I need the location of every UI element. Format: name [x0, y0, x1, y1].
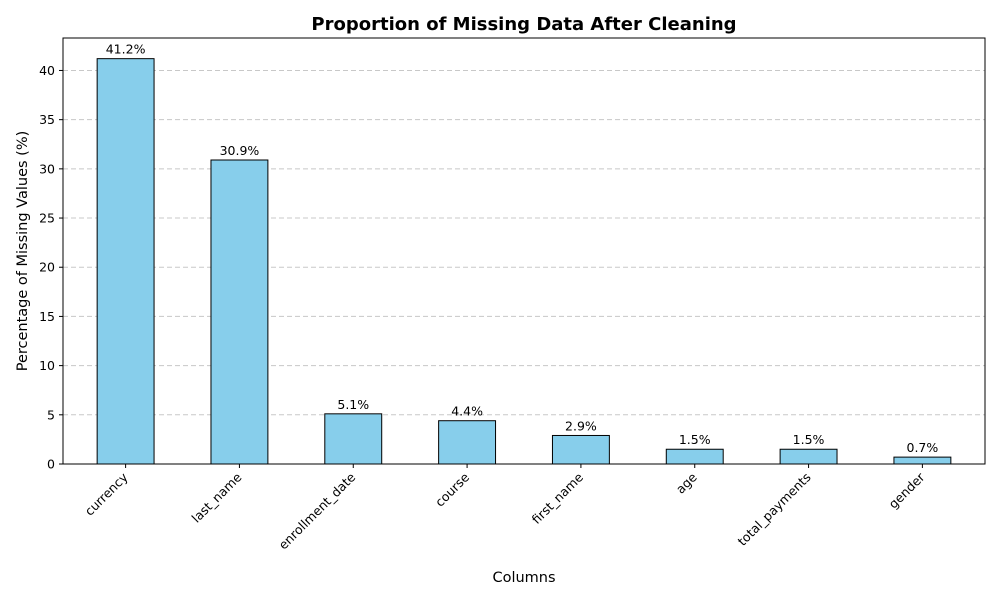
bar-total-payments [779, 448, 838, 465]
x-axis-label: Columns [492, 570, 555, 586]
x-tick-label-first-name: first_name [529, 469, 587, 527]
gridlines [63, 69, 985, 416]
bar-first-name [551, 434, 610, 465]
x-tick-label-total-payments: total_payments [734, 470, 813, 549]
data-labels: 41.2% 30.9% 5.1% 4.4% 2.9% 1.5% 1.5% 0.7% [106, 42, 939, 455]
y-tick-label: 5 [47, 407, 55, 422]
plot-frame [62, 37, 986, 465]
data-label-course: 4.4% [451, 404, 483, 419]
data-label-total-payments: 1.5% [793, 432, 825, 447]
data-label-currency: 41.2% [106, 42, 146, 57]
bar-age [665, 448, 724, 465]
x-tick-label-currency: currency [82, 469, 132, 519]
data-label-age: 1.5% [679, 432, 711, 447]
x-tick-label-last-name: last_name [189, 469, 245, 525]
bar-course [438, 420, 497, 465]
data-label-enrollment-date: 5.1% [337, 397, 369, 412]
data-label-gender: 0.7% [907, 440, 939, 455]
x-tick-label-age: age [673, 469, 700, 496]
y-tick-label: 0 [47, 457, 55, 472]
bar-gender [893, 456, 952, 465]
x-tick-label-gender: gender [886, 469, 929, 512]
bar-enrollment-date [324, 413, 383, 465]
y-tick-label: 15 [39, 309, 55, 324]
data-label-first-name: 2.9% [565, 418, 597, 433]
bar-currency [96, 58, 155, 465]
x-tick-label-course: course [432, 469, 472, 509]
x-axis: currency last_name enrollment_date course fi… [82, 464, 929, 552]
y-tick-label: 20 [39, 260, 55, 275]
y-tick-label: 25 [39, 211, 55, 226]
bars [96, 58, 952, 465]
x-tick-label-enrollment-date: enrollment_date [276, 469, 359, 552]
y-axis-label: Percentage of Missing Values (%) [15, 131, 31, 372]
y-tick-label: 10 [39, 358, 55, 373]
bar-last-name [210, 159, 269, 465]
y-axis: 0 5 10 15 20 25 30 35 40 [39, 63, 63, 472]
data-label-last-name: 30.9% [220, 143, 260, 158]
chart-title: Proportion of Missing Data After Cleanin… [311, 14, 736, 35]
y-tick-label: 40 [39, 63, 55, 78]
y-tick-label: 35 [39, 112, 55, 127]
y-tick-label: 30 [39, 161, 55, 176]
